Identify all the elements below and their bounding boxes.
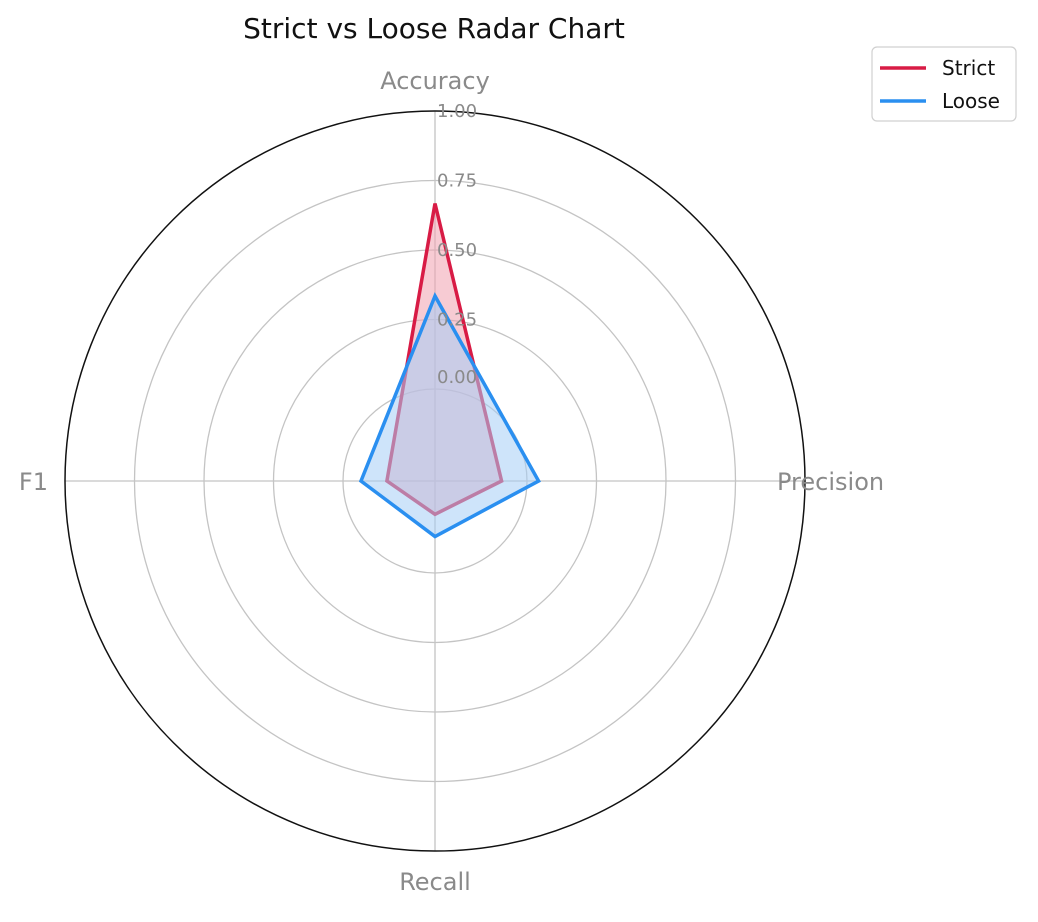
axis-labels: Accuracy Precision Recall F1 bbox=[19, 67, 884, 896]
legend-label-loose: Loose bbox=[942, 89, 1000, 113]
axis-label-accuracy: Accuracy bbox=[380, 67, 490, 95]
rtick-label-1-00: 1.00 bbox=[437, 101, 477, 122]
axis-label-recall: Recall bbox=[399, 868, 471, 896]
rtick-label-0-00: 0.00 bbox=[437, 367, 477, 388]
rtick-label-0-50: 0.50 bbox=[437, 240, 477, 261]
outer-frame bbox=[64, 110, 806, 852]
chart-title: Strict vs Loose Radar Chart bbox=[243, 12, 625, 45]
radial-tick-labels: 0.00 0.25 0.50 0.75 1.00 bbox=[437, 101, 477, 388]
axis-label-precision: Precision bbox=[777, 468, 884, 496]
legend: Strict Loose bbox=[871, 46, 1017, 122]
series-line-loose bbox=[358, 291, 541, 539]
rtick-label-0-75: 0.75 bbox=[437, 171, 477, 192]
series-area-loose bbox=[361, 296, 539, 537]
axis-label-f1: F1 bbox=[19, 468, 48, 496]
rtick-label-0-25: 0.25 bbox=[437, 310, 477, 331]
radar-series bbox=[358, 203, 541, 539]
legend-label-strict: Strict bbox=[942, 56, 995, 80]
